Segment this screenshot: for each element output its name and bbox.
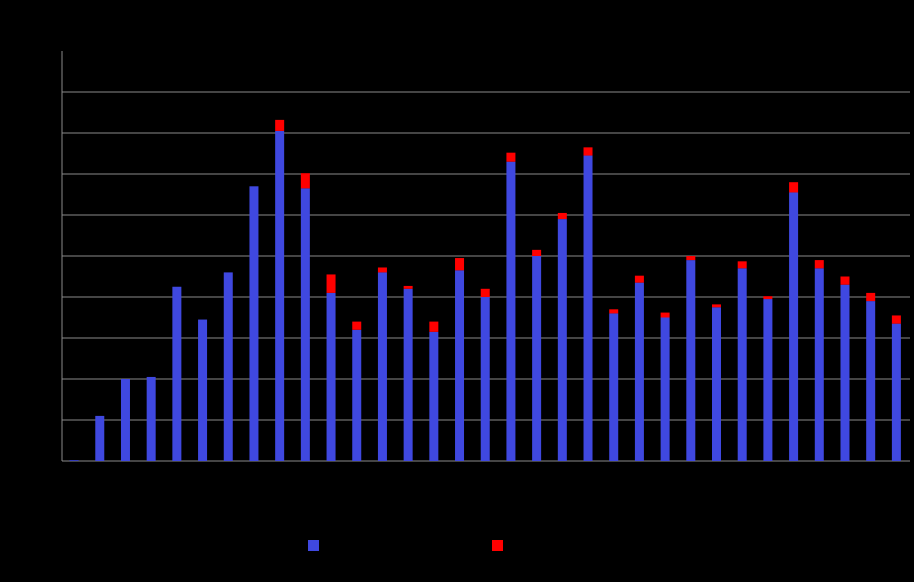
bar-segment xyxy=(814,268,824,461)
bar-segment xyxy=(686,260,696,461)
bar-segment xyxy=(789,182,799,193)
bar-segment xyxy=(455,270,465,461)
bar-segment xyxy=(275,119,285,131)
bar-segment xyxy=(789,192,799,461)
bar-segment xyxy=(660,317,670,461)
bar-segment xyxy=(300,173,310,189)
bar-segment xyxy=(609,309,619,314)
bar-segment xyxy=(506,161,516,461)
bar-segment xyxy=(634,282,644,461)
bar-segment xyxy=(737,261,747,269)
bar-segment xyxy=(686,256,696,261)
bar-segment xyxy=(249,186,259,462)
bar-segment xyxy=(891,315,901,324)
bar-segment xyxy=(95,415,105,461)
bar-segment xyxy=(377,267,387,273)
bar-segment xyxy=(352,329,362,461)
bar-segment xyxy=(712,304,722,308)
bar-segment xyxy=(763,299,773,461)
bar-segment xyxy=(300,188,310,461)
bar-segment xyxy=(352,321,362,330)
bar-segment xyxy=(840,276,850,285)
bar-segment xyxy=(403,288,413,461)
bar-segment xyxy=(223,272,233,461)
bar-segment xyxy=(377,272,387,461)
bar-segment xyxy=(429,321,439,332)
bar-segment xyxy=(891,323,901,461)
bar-segment xyxy=(660,312,670,318)
bar-segment xyxy=(403,285,413,289)
bar-segment xyxy=(814,260,824,269)
bar-segment xyxy=(866,292,876,302)
bar-segment xyxy=(763,296,773,300)
bar-segment xyxy=(455,258,465,271)
bar-segment xyxy=(583,147,593,156)
bar-segment xyxy=(172,286,182,461)
bar-segment xyxy=(506,152,516,162)
bar-segment xyxy=(198,319,208,461)
bar-segment xyxy=(634,275,644,283)
bar-segment xyxy=(429,331,439,461)
bar-segment xyxy=(480,288,490,297)
bar-segment xyxy=(532,249,542,256)
bar-segment xyxy=(146,376,156,461)
bar-segment xyxy=(712,307,722,461)
bar-segment xyxy=(840,284,850,461)
bar-segment xyxy=(583,155,593,462)
bar-segment xyxy=(326,292,336,461)
bar-segment xyxy=(326,274,336,293)
bar-segment xyxy=(480,297,490,461)
bar-segment xyxy=(609,313,619,461)
bar-segment xyxy=(737,268,747,461)
bar-segment xyxy=(69,460,79,461)
bar-segment xyxy=(120,379,130,461)
bar-segment xyxy=(557,219,567,461)
bar-segment xyxy=(275,130,285,461)
bar-segment xyxy=(557,212,567,220)
legend-swatch xyxy=(492,540,503,551)
bar-segment xyxy=(866,301,876,461)
legend-swatch xyxy=(308,540,319,551)
bar-segment xyxy=(532,256,542,461)
